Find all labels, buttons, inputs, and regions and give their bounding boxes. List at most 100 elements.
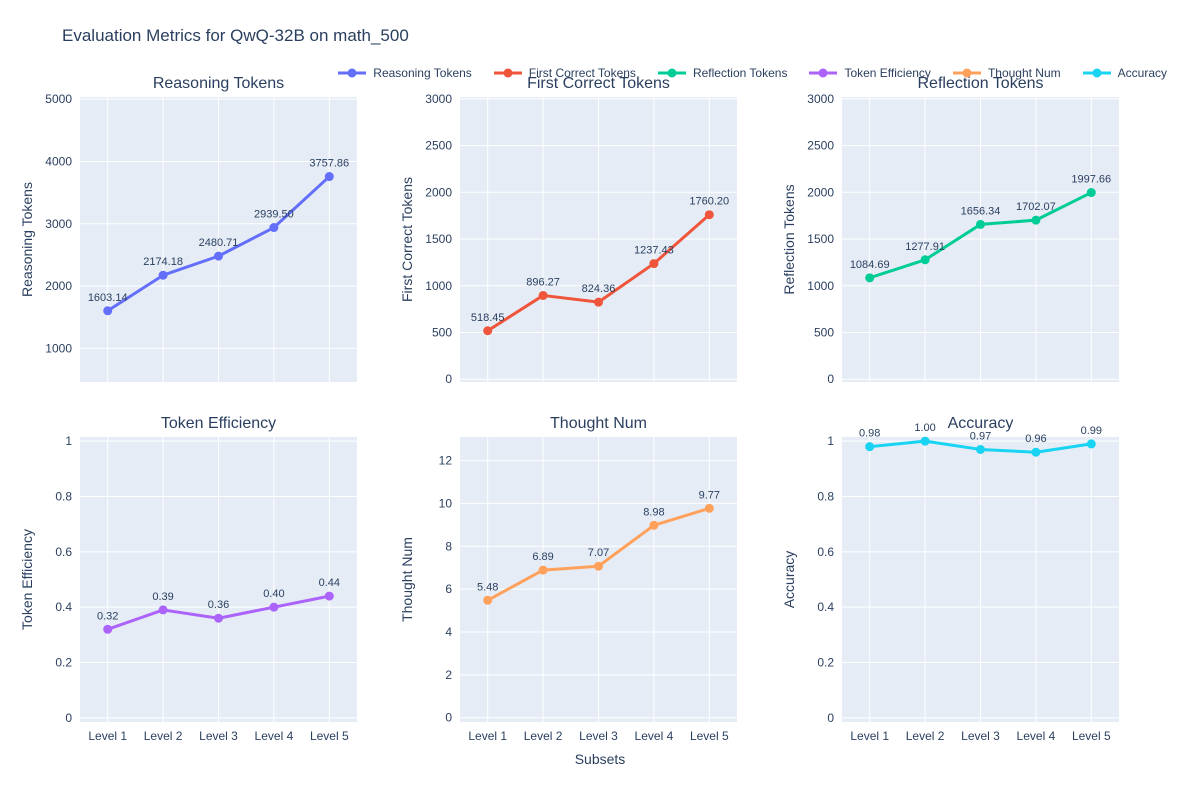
data-point-label: 0.36 <box>208 599 229 611</box>
legend-item-first-correct-tokens[interactable]: First Correct Tokens <box>492 66 636 80</box>
x-tick-label: Level 5 <box>1072 729 1111 743</box>
y-tick-label: 0.6 <box>817 545 834 559</box>
x-tick-label: Level 4 <box>1017 729 1056 743</box>
subplot-reflection-tokens: 1084.69 1277.91 1656.34 1702.07 1997.66 0 500 1… <box>781 75 1119 386</box>
x-tick-label: Level 4 <box>255 729 294 743</box>
x-tick-label: Level 3 <box>199 729 238 743</box>
data-point-label: 0.39 <box>152 591 173 603</box>
data-point-marker[interactable] <box>103 306 113 316</box>
data-point-marker[interactable] <box>865 273 875 283</box>
data-point-label: 1997.66 <box>1071 174 1111 186</box>
legend-item-label: Reflection Tokens <box>692 66 788 80</box>
data-point-label: 8.98 <box>643 506 664 518</box>
y-tick-label: 2500 <box>807 139 834 153</box>
data-point-label: 824.36 <box>582 283 616 295</box>
legend-item-reasoning-tokens[interactable]: Reasoning Tokens <box>336 66 472 80</box>
data-point-label: 5.48 <box>477 581 498 593</box>
data-point-marker[interactable] <box>214 251 223 261</box>
data-point-label: 0.97 <box>970 430 991 442</box>
legend-item-label: First Correct Tokens <box>528 66 636 80</box>
data-point-marker[interactable] <box>324 172 334 182</box>
data-point-marker[interactable] <box>594 297 603 307</box>
data-point-marker[interactable] <box>538 290 548 300</box>
data-point-marker[interactable] <box>483 595 493 605</box>
y-tick-label: 0 <box>827 372 834 386</box>
y-tick-label: 4000 <box>45 154 72 168</box>
data-point-marker[interactable] <box>649 520 659 530</box>
y-tick-label: 0.2 <box>817 656 834 670</box>
data-point-marker[interactable] <box>158 605 168 615</box>
data-point-marker[interactable] <box>1086 188 1096 198</box>
subplot-title: Reflection Tokens <box>918 75 1044 92</box>
data-point-marker[interactable] <box>1031 447 1041 457</box>
data-point-label: 896.27 <box>526 276 560 288</box>
x-tick-label: Level 3 <box>579 729 618 743</box>
data-point-marker[interactable] <box>1031 215 1041 225</box>
y-tick-label: 3000 <box>45 217 72 231</box>
figure-title: Evaluation Metrics for QwQ-32B on math_5… <box>62 26 409 45</box>
y-tick-label: 0.4 <box>55 600 72 614</box>
x-tick-label: Level 2 <box>906 729 945 743</box>
subplot-title: Accuracy <box>948 415 1014 432</box>
y-tick-label: 0.6 <box>55 545 72 559</box>
data-point-marker[interactable] <box>649 259 659 269</box>
subplot-title: First Correct Tokens <box>527 75 670 92</box>
data-point-label: 2174.18 <box>143 256 183 268</box>
y-tick-label: 0.4 <box>817 600 834 614</box>
data-point-marker[interactable] <box>865 442 875 452</box>
legend-item-token-efficiency[interactable]: Token Efficiency <box>807 66 931 80</box>
y-tick-label: 1000 <box>807 279 834 293</box>
legend-item-label: Reasoning Tokens <box>373 66 472 80</box>
y-tick-label: 1 <box>827 434 834 448</box>
xaxis-title: Subsets <box>574 751 626 767</box>
y-tick-label: 8 <box>445 539 452 553</box>
data-point-label: 0.99 <box>1081 425 1102 437</box>
legend-item-accuracy[interactable]: Accuracy <box>1081 66 1167 80</box>
data-point-marker[interactable] <box>976 444 985 454</box>
x-tick-label: Level 2 <box>524 729 563 743</box>
x-tick-label: Level 5 <box>310 729 349 743</box>
legend-line-marker-icon <box>809 68 838 78</box>
data-point-marker[interactable] <box>158 270 168 280</box>
data-point-label: 518.45 <box>471 312 505 324</box>
data-point-marker[interactable] <box>976 219 985 229</box>
y-tick-label: 2000 <box>807 185 834 199</box>
subplot-reasoning-tokens: 1603.14 2174.18 2480.71 2939.50 3757.86 1000 2… <box>19 75 357 382</box>
x-tick-label: Level 1 <box>88 729 127 743</box>
data-point-label: 2480.71 <box>199 237 239 249</box>
data-point-marker[interactable] <box>594 561 603 571</box>
data-point-label: 7.07 <box>588 547 609 559</box>
y-tick-label: 0 <box>445 372 452 386</box>
data-point-marker[interactable] <box>704 210 714 220</box>
y-tick-label: 10 <box>439 496 453 510</box>
y-tick-label: 0 <box>827 711 834 725</box>
legend-item-thought-num[interactable]: Thought Num <box>951 66 1061 80</box>
data-point-label: 0.98 <box>859 428 880 440</box>
legend-line-marker-icon <box>493 68 522 78</box>
data-point-marker[interactable] <box>324 591 334 601</box>
data-point-marker[interactable] <box>269 223 279 233</box>
y-tick-label: 500 <box>432 325 452 339</box>
data-point-marker[interactable] <box>214 613 223 623</box>
data-point-marker[interactable] <box>920 436 930 446</box>
y-tick-label: 0 <box>445 711 452 725</box>
data-point-label: 1656.34 <box>961 205 1001 217</box>
legend-item-reflection-tokens[interactable]: Reflection Tokens <box>656 66 788 80</box>
legend-line-marker-icon <box>338 68 367 78</box>
data-point-marker[interactable] <box>920 255 930 265</box>
data-point-marker[interactable] <box>704 503 714 513</box>
y-tick-label: 1500 <box>807 232 834 246</box>
data-point-marker[interactable] <box>1086 439 1096 449</box>
data-point-marker[interactable] <box>103 624 113 634</box>
data-point-label: 6.89 <box>532 551 553 563</box>
x-tick-label: Level 1 <box>850 729 889 743</box>
y-axis-label: Reasoning Tokens <box>19 182 35 297</box>
legend-line-marker-icon <box>1082 68 1111 78</box>
data-point-label: 3757.86 <box>309 158 349 170</box>
legend: Reasoning Tokens First Correct Tokens Refl… <box>336 66 1167 80</box>
data-point-marker[interactable] <box>483 326 493 336</box>
data-point-label: 9.77 <box>699 489 720 501</box>
data-point-marker[interactable] <box>538 565 548 575</box>
data-point-marker[interactable] <box>269 602 279 612</box>
